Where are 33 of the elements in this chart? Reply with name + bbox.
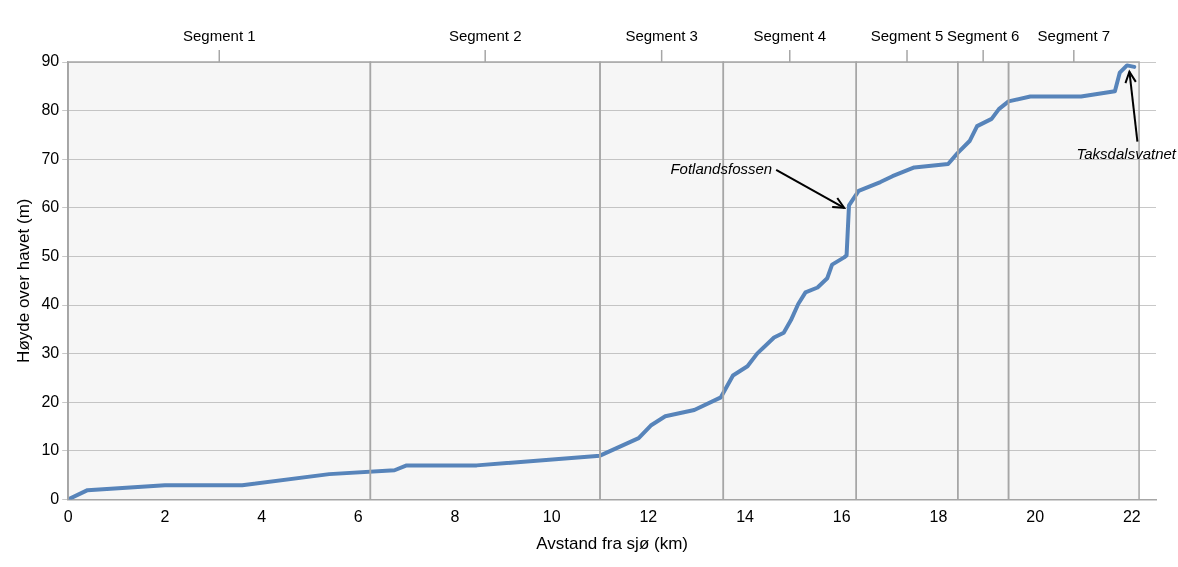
x-tick-label: 16 <box>832 508 851 526</box>
y-tick-label: 90 <box>41 52 60 70</box>
y-tick-label: 10 <box>41 441 60 459</box>
annotation: Taksdalsvatnet <box>1076 145 1177 163</box>
y-tick-label: 70 <box>41 149 60 167</box>
x-tick-label: 18 <box>929 508 948 526</box>
x-tick-label: 6 <box>353 508 363 526</box>
x-tick-label: 20 <box>1026 508 1045 526</box>
y-tick-label: 50 <box>41 246 60 264</box>
band-label: Segment 6 <box>946 26 1020 44</box>
x-tick-label: 22 <box>1122 508 1141 526</box>
y-tick-label: 40 <box>41 295 60 313</box>
band-label: Segment 2 <box>448 26 522 44</box>
x-tick-label: 4 <box>257 508 267 526</box>
band-label: Segment 3 <box>625 26 698 44</box>
x-tick-label: 12 <box>639 508 658 526</box>
y-tick-label: 60 <box>41 198 60 216</box>
annotation: Fotlandsfossen <box>670 159 773 177</box>
y-tick-label: 30 <box>41 344 60 362</box>
band-label: Segment 5 <box>870 26 944 44</box>
y-axis-title: Høyde over havet (m) <box>13 198 33 363</box>
y-tick-label: 80 <box>41 101 60 119</box>
x-axis-title: Avstand fra sjø (km) <box>536 534 688 554</box>
band-label: Segment 1 <box>183 26 256 44</box>
x-tick-label: 0 <box>63 508 73 526</box>
x-tick-label: 14 <box>736 508 755 526</box>
x-tick-label: 8 <box>450 508 460 526</box>
x-tick-label: 10 <box>542 508 561 526</box>
y-tick-label: 0 <box>50 489 60 507</box>
y-tick-label: 20 <box>41 392 60 410</box>
band-label: Segment 4 <box>753 26 827 44</box>
x-tick-label: 2 <box>160 508 170 526</box>
band-label: Segment 7 <box>1037 26 1111 44</box>
